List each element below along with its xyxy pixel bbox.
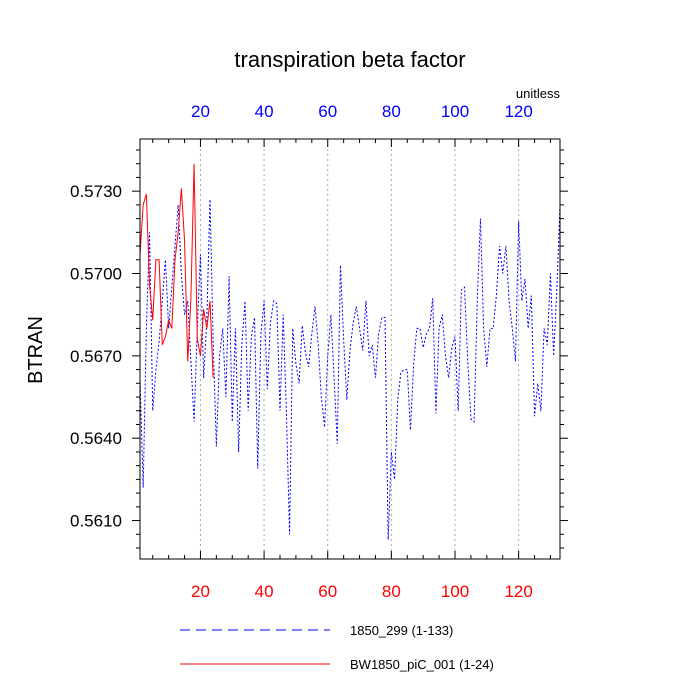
- grid-lines: [199, 139, 520, 559]
- series-line-2: [140, 163, 214, 378]
- x-tick-label-top-120: 120: [504, 102, 532, 121]
- legend-label-series-1: 1850_299 (1-133): [350, 623, 453, 638]
- x-tick-label-top-80: 80: [382, 102, 401, 121]
- y-tick-label-1: 0.5640: [70, 429, 122, 448]
- x-tick-label-top-100: 100: [441, 102, 469, 121]
- legend: 1850_299 (1-133) BW1850_piC_001 (1-24): [180, 623, 494, 672]
- series-layer: [140, 163, 560, 540]
- chart-title: transpiration beta factor: [234, 47, 465, 72]
- axis-ticks: [132, 139, 568, 559]
- x-tick-label-top-60: 60: [318, 102, 337, 121]
- y-axis-label: BTRAN: [25, 316, 47, 384]
- x-tick-label-top-20: 20: [191, 102, 210, 121]
- x-tick-label-bottom-120: 120: [504, 582, 532, 601]
- y-tick-label-4: 0.5730: [70, 182, 122, 201]
- legend-label-series-2: BW1850_piC_001 (1-24): [350, 657, 494, 672]
- y-tick-label-0: 0.5610: [70, 512, 122, 531]
- y-tick-label-3: 0.5700: [70, 265, 122, 284]
- x-tick-label-bottom-20: 20: [191, 582, 210, 601]
- y-tick-label-2: 0.5670: [70, 347, 122, 366]
- units-label: unitless: [516, 86, 561, 101]
- x-tick-label-bottom-60: 60: [318, 582, 337, 601]
- x-tick-label-bottom-40: 40: [255, 582, 274, 601]
- x-tick-label-bottom-100: 100: [441, 582, 469, 601]
- x-tick-label-bottom-80: 80: [382, 582, 401, 601]
- x-tick-label-top-40: 40: [255, 102, 274, 121]
- plot-frame: [139, 138, 561, 560]
- tick-labels: 20 20 40 40 60 60 80 80 100 100 120 120 0.5610 0.5640…: [70, 102, 533, 601]
- series-line-1: [140, 199, 560, 540]
